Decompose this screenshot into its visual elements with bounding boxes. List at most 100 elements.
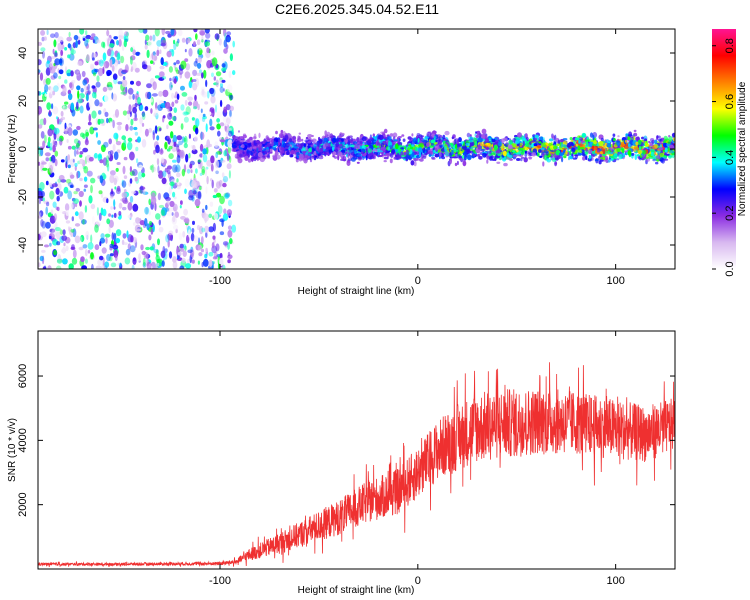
heatmap-cell [160, 103, 167, 108]
heatmap-cell [38, 198, 42, 205]
heatmap-cell [151, 164, 155, 173]
heatmap-cell [653, 139, 658, 144]
heatmap-cell [91, 85, 96, 89]
heatmap-cell [155, 112, 159, 120]
heatmap-cell [135, 228, 142, 232]
heatmap-cell [229, 109, 232, 118]
heatmap-cell [179, 243, 185, 249]
heatmap-cell [142, 257, 146, 267]
heatmap-cell [496, 161, 501, 164]
heatmap-cell [96, 75, 100, 82]
heatmap-cell [226, 163, 232, 170]
heatmap-cell [475, 131, 478, 134]
heatmap-cell [223, 39, 227, 48]
heatmap-cell [612, 133, 616, 137]
heatmap-cell [175, 69, 180, 75]
heatmap-cell [223, 150, 227, 157]
heatmap-cell [45, 67, 51, 76]
heatmap-cell [337, 135, 343, 138]
heatmap-cell [227, 139, 233, 148]
heatmap-cell [67, 54, 71, 59]
heatmap-cell [93, 152, 98, 159]
heatmap-cell [418, 152, 422, 158]
heatmap-cell [87, 242, 94, 250]
heatmap-cell [393, 156, 397, 160]
heatmap-cell [131, 168, 138, 177]
heatmap-cell [134, 176, 138, 182]
heatmap-cell [228, 155, 232, 163]
heatmap-cell [132, 106, 138, 114]
heatmap-cell [169, 77, 172, 82]
heatmap-cell [207, 90, 210, 99]
heatmap-cell [60, 49, 64, 57]
heatmap-cell [447, 160, 451, 167]
heatmap-cell [104, 111, 109, 118]
heatmap-cell [84, 129, 89, 138]
heatmap-cell [52, 48, 55, 55]
heatmap-cell [41, 191, 45, 198]
heatmap-cell [183, 116, 189, 123]
heatmap-cell [54, 150, 59, 157]
heatmap-cell [162, 89, 169, 98]
heatmap-cell [259, 157, 265, 163]
heatmap-cell [491, 158, 497, 161]
y-tick-label: 4000 [17, 428, 29, 452]
heatmap-cell [88, 195, 93, 204]
heatmap-cell [292, 135, 296, 140]
heatmap-cell [145, 34, 150, 41]
heatmap-cell [113, 132, 119, 140]
heatmap-cell [176, 154, 181, 164]
heatmap-cell [210, 87, 216, 97]
heatmap-cell [138, 253, 141, 261]
heatmap-cell [75, 142, 80, 148]
heatmap-cell [111, 65, 115, 72]
heatmap-cell [114, 109, 120, 118]
heatmap-cell [92, 39, 95, 44]
heatmap-cell [180, 200, 183, 205]
figure-title: C2E6.2025.345.04.52.E11 [275, 1, 439, 17]
heatmap-cell [528, 156, 533, 159]
heatmap-cell [215, 71, 222, 77]
heatmap-cell [54, 227, 61, 232]
heatmap-cell [206, 47, 210, 54]
heatmap-cell [153, 248, 159, 254]
heatmap-cell [422, 156, 427, 159]
heatmap-cell [67, 182, 73, 187]
heatmap-cell [81, 70, 86, 78]
heatmap-cell [228, 130, 233, 137]
heatmap-cell [180, 60, 187, 70]
heatmap-cell [86, 54, 90, 62]
heatmap-cell [54, 52, 58, 58]
heatmap-cell [538, 141, 542, 144]
heatmap-cell [117, 125, 122, 131]
heatmap-cell [151, 166, 157, 173]
heatmap-cell [77, 60, 83, 67]
heatmap-cell [70, 232, 74, 237]
heatmap-cell [56, 258, 63, 264]
heatmap-cell [49, 65, 56, 74]
heatmap-cell [569, 150, 572, 156]
heatmap-cell [148, 211, 151, 216]
y-tick-label: 0 [17, 146, 29, 152]
heatmap-cell [672, 137, 675, 142]
heatmap-cell [194, 94, 197, 101]
heatmap-cell [201, 208, 205, 213]
heatmap-cell [242, 151, 245, 155]
heatmap-cell [81, 265, 87, 269]
heatmap-cell [268, 151, 273, 154]
heatmap-cell [162, 170, 167, 178]
colorbar-label: Normalized spectral amplitude [737, 81, 748, 216]
heatmap-cell [193, 60, 198, 67]
heatmap-cell [340, 138, 344, 142]
heatmap-cell [70, 174, 75, 179]
heatmap-cell [56, 265, 62, 269]
heatmap-cell [181, 257, 186, 264]
heatmap-cell [90, 184, 93, 194]
heatmap-cell [173, 62, 177, 66]
heatmap-cell [150, 60, 154, 64]
heatmap-cell [361, 145, 365, 149]
heatmap-cell [184, 48, 187, 53]
heatmap-cell [218, 38, 222, 46]
y-tick-label: -40 [17, 237, 29, 253]
heatmap-cell [64, 203, 70, 212]
